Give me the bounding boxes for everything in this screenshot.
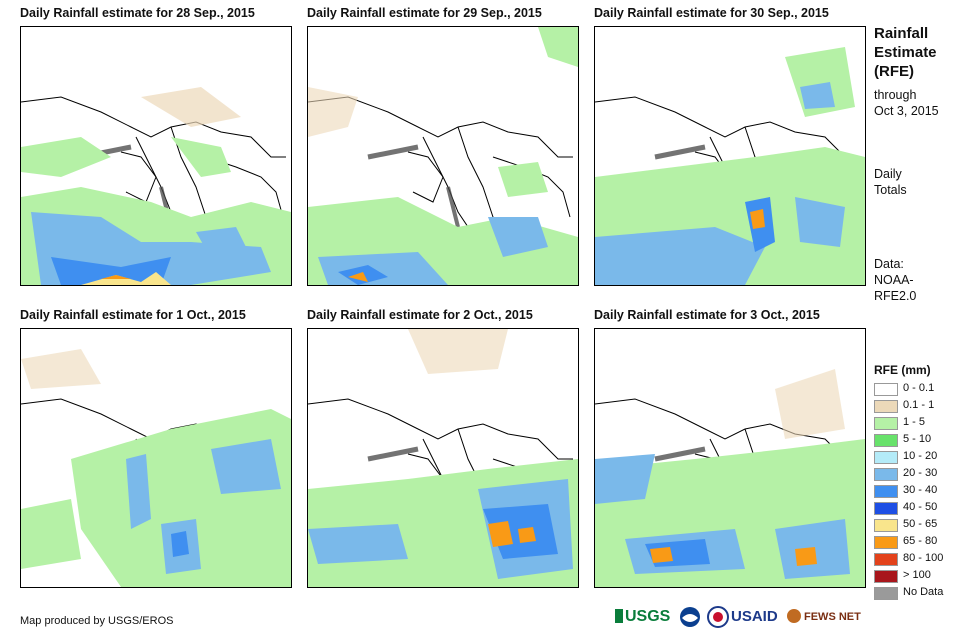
- legend-item: No Data: [874, 585, 964, 601]
- daily-line1: Daily: [874, 167, 902, 181]
- legend-label: 0.1 - 1: [903, 399, 935, 411]
- panel-title: Daily Rainfall estimate for 28 Sep., 201…: [20, 6, 255, 20]
- daily-line2: Totals: [874, 183, 907, 197]
- legend-label: 20 - 30: [903, 467, 938, 479]
- rain-field: [595, 369, 865, 587]
- legend-label: 80 - 100: [903, 552, 944, 564]
- map-graphic: [595, 47, 865, 285]
- map-panel-29-sep: Daily Rainfall estimate for 29 Sep., 201…: [307, 6, 579, 286]
- through-date: Oct 3, 2015: [874, 104, 939, 118]
- usaid-seal-icon: [707, 606, 729, 628]
- map-graphic: [308, 27, 578, 285]
- legend-label: 30 - 40: [903, 484, 938, 496]
- rainfall-map: [594, 328, 866, 588]
- legend-label: 0 - 0.1: [903, 382, 935, 394]
- data-line1: Data:: [874, 257, 904, 271]
- legend-swatch: [874, 383, 898, 396]
- legend-swatch: [874, 587, 898, 600]
- legend-swatch: [874, 536, 898, 549]
- side-title-line2: Estimate: [874, 44, 937, 61]
- panel-title: Daily Rainfall estimate for 2 Oct., 2015: [307, 308, 533, 322]
- legend-label: 50 - 65: [903, 518, 938, 530]
- rain-field: [595, 47, 865, 285]
- usgs-logo: USGS: [615, 606, 677, 634]
- rain-field: [308, 27, 578, 285]
- map-panel-28-sep: Daily Rainfall estimate for 28 Sep., 201…: [20, 6, 292, 286]
- map-graphic: [595, 369, 865, 587]
- legend-label: 1 - 5: [903, 416, 926, 428]
- legend-item: 5 - 10: [874, 432, 964, 448]
- legend-label: > 100: [903, 569, 931, 581]
- panel-title: Daily Rainfall estimate for 3 Oct., 2015: [594, 308, 820, 322]
- daily-totals-block: Daily Totals: [874, 166, 907, 198]
- rainfall-map: [307, 328, 579, 588]
- map-panel-3-oct: Daily Rainfall estimate for 3 Oct., 2015: [594, 308, 866, 588]
- legend-label: 65 - 80: [903, 535, 938, 547]
- legend-item: > 100: [874, 568, 964, 584]
- through-block: through Oct 3, 2015: [874, 87, 939, 119]
- legend-item: 50 - 65: [874, 517, 964, 533]
- panel-title: Daily Rainfall estimate for 1 Oct., 2015: [20, 308, 246, 322]
- legend-item: 65 - 80: [874, 534, 964, 550]
- noaa-logo: [679, 606, 701, 634]
- map-graphic: [21, 87, 291, 285]
- noaa-emblem-icon: [680, 607, 700, 627]
- legend-item: 0.1 - 1: [874, 398, 964, 414]
- map-graphic: [21, 349, 291, 587]
- usgs-logo-text: USGS: [625, 608, 671, 625]
- side-title-line3: (RFE): [874, 63, 914, 80]
- fews-net-logo-text: FEWS NET: [804, 611, 861, 623]
- through-label: through: [874, 88, 917, 102]
- legend-item: 10 - 20: [874, 449, 964, 465]
- fews-globe-icon: [787, 609, 801, 623]
- map-panel-1-oct: Daily Rainfall estimate for 1 Oct., 2015: [20, 308, 292, 588]
- side-title-line1: Rainfall: [874, 25, 929, 42]
- rainfall-map: [307, 26, 579, 286]
- data-line2: NOAA-: [874, 273, 914, 287]
- rain-field: [308, 329, 578, 587]
- legend-swatch: [874, 502, 898, 515]
- usaid-seal: [707, 606, 729, 634]
- partner-logos: USGS USAID FEWS NET: [615, 606, 865, 634]
- legend-item: 20 - 30: [874, 466, 964, 482]
- panel-title: Daily Rainfall estimate for 29 Sep., 201…: [307, 6, 542, 20]
- data-source-block: Data: NOAA- RFE2.0: [874, 256, 916, 304]
- panel-title: Daily Rainfall estimate for 30 Sep., 201…: [594, 6, 829, 20]
- legend-item: 30 - 40: [874, 483, 964, 499]
- legend-label: No Data: [903, 586, 944, 598]
- map-panel-2-oct: Daily Rainfall estimate for 2 Oct., 2015: [307, 308, 579, 588]
- legend-swatch: [874, 434, 898, 447]
- legend-swatch: [874, 451, 898, 464]
- legend-swatch: [874, 485, 898, 498]
- legend-swatch: [874, 468, 898, 481]
- rainfall-map: [594, 26, 866, 286]
- legend-swatch: [874, 570, 898, 583]
- usgs-wave-icon: [615, 609, 623, 623]
- legend-title: RFE (mm): [874, 363, 931, 377]
- side-title: Rainfall Estimate (RFE): [874, 24, 937, 81]
- legend-label: 40 - 50: [903, 501, 938, 513]
- legend-item: 0 - 0.1: [874, 381, 964, 397]
- legend-swatch: [874, 519, 898, 532]
- legend-item: 40 - 50: [874, 500, 964, 516]
- legend-label: 10 - 20: [903, 450, 938, 462]
- legend-item: 80 - 100: [874, 551, 964, 567]
- legend-item: 1 - 5: [874, 415, 964, 431]
- rain-field: [21, 349, 291, 587]
- legend-swatch: [874, 417, 898, 430]
- legend-swatch: [874, 553, 898, 566]
- legend-label: 5 - 10: [903, 433, 932, 445]
- map-panel-30-sep: Daily Rainfall estimate for 30 Sep., 201…: [594, 6, 866, 286]
- map-credit: Map produced by USGS/EROS: [20, 615, 174, 627]
- usaid-logo-text: USAID: [731, 608, 778, 625]
- data-line3: RFE2.0: [874, 289, 917, 303]
- rainfall-map: [20, 328, 292, 588]
- legend-swatch: [874, 400, 898, 413]
- fews-net-logo: FEWS NET: [787, 606, 865, 634]
- rainfall-map: [20, 26, 292, 286]
- map-graphic: [308, 329, 578, 587]
- rain-field: [21, 87, 291, 285]
